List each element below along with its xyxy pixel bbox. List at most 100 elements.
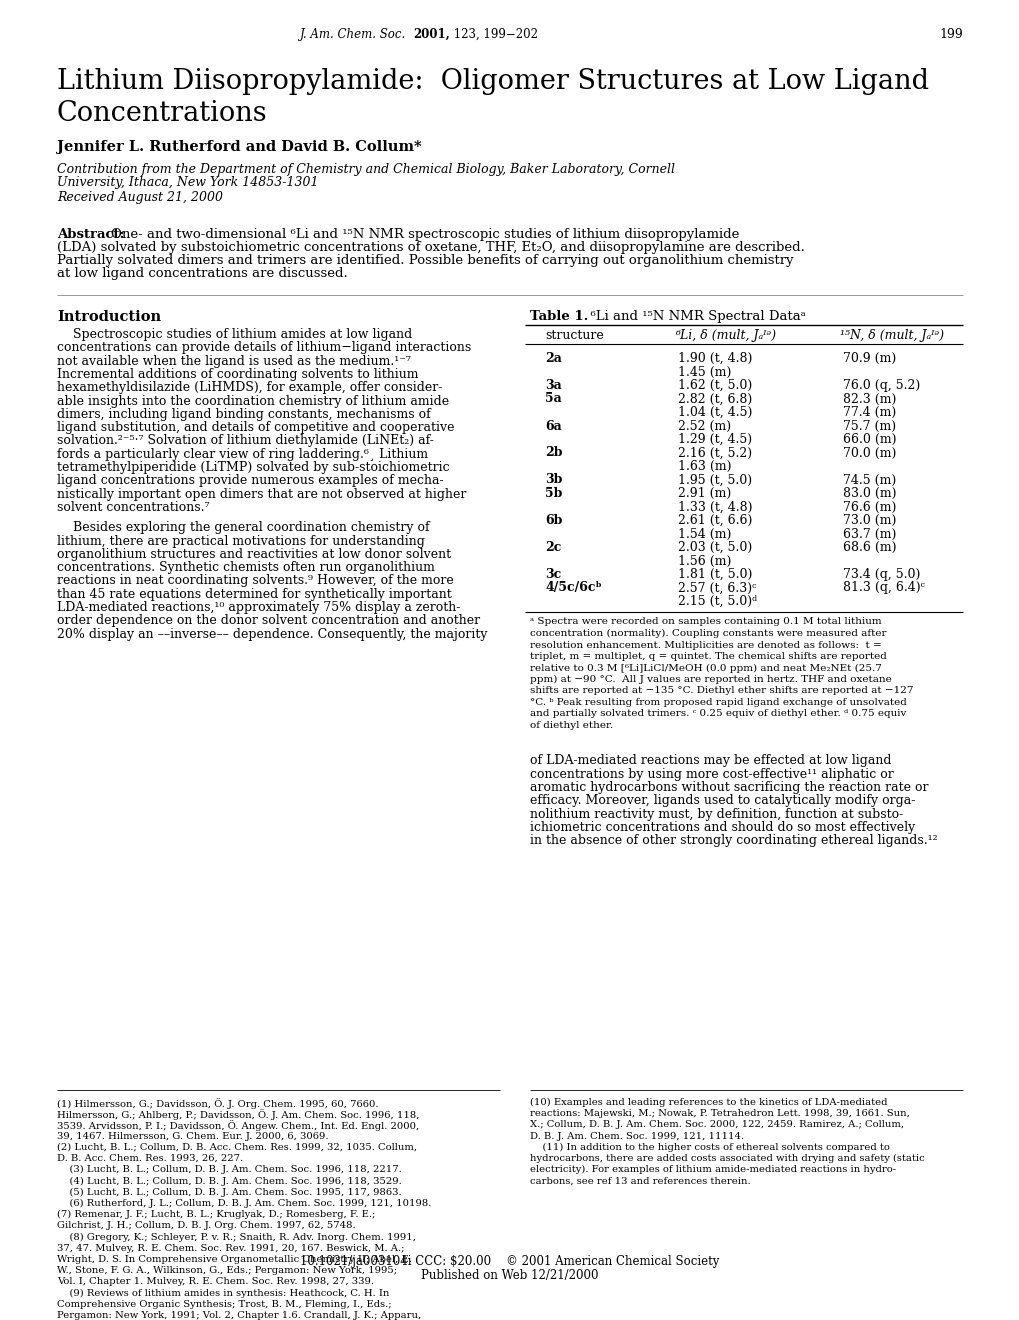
Text: 20% display an ––inverse–– dependence. Consequently, the majority: 20% display an ––inverse–– dependence. C… xyxy=(57,627,487,640)
Text: lithium, there are practical motivations for understanding: lithium, there are practical motivations… xyxy=(57,535,425,548)
Text: 68.6 (m): 68.6 (m) xyxy=(842,541,896,554)
Text: Hilmersson, G.; Ahlberg, P.; Davidsson, Ö. J. Am. Chem. Soc. 1996, 118,: Hilmersson, G.; Ahlberg, P.; Davidsson, … xyxy=(57,1109,419,1121)
Text: concentrations by using more cost-effective¹¹ aliphatic or: concentrations by using more cost-effect… xyxy=(530,768,893,781)
Text: 2a: 2a xyxy=(544,352,561,366)
Text: 63.7 (m): 63.7 (m) xyxy=(842,528,896,540)
Text: 77.4 (m): 77.4 (m) xyxy=(842,407,896,418)
Text: J. Am. Chem. Soc.: J. Am. Chem. Soc. xyxy=(300,28,406,41)
Text: 1.33 (t, 4.8): 1.33 (t, 4.8) xyxy=(678,500,752,513)
Text: 2.57 (t, 6.3)ᶜ: 2.57 (t, 6.3)ᶜ xyxy=(678,582,756,594)
Text: 1.29 (t, 4.5): 1.29 (t, 4.5) xyxy=(678,433,751,446)
Text: 2.61 (t, 6.6): 2.61 (t, 6.6) xyxy=(678,513,752,527)
Text: fords a particularly clear view of ring laddering.⁶¸ Lithium: fords a particularly clear view of ring … xyxy=(57,447,428,461)
Text: 1.63 (m): 1.63 (m) xyxy=(678,459,731,473)
Text: 5b: 5b xyxy=(544,487,561,500)
Text: (2) Lucht, B. L.; Collum, D. B. Acc. Chem. Res. 1999, 32, 1035. Collum,: (2) Lucht, B. L.; Collum, D. B. Acc. Che… xyxy=(57,1143,417,1152)
Text: (6) Rutherford, J. L.; Collum, D. B. J. Am. Chem. Soc. 1999, 121, 10198.: (6) Rutherford, J. L.; Collum, D. B. J. … xyxy=(57,1199,431,1208)
Text: 37, 47. Mulvey, R. E. Chem. Soc. Rev. 1991, 20, 167. Beswick, M. A.;: 37, 47. Mulvey, R. E. Chem. Soc. Rev. 19… xyxy=(57,1243,405,1253)
Text: 75.7 (m): 75.7 (m) xyxy=(842,420,896,433)
Text: (LDA) solvated by substoichiometric concentrations of oxetane, THF, Et₂O, and di: (LDA) solvated by substoichiometric conc… xyxy=(57,242,804,253)
Text: (9) Reviews of lithium amides in synthesis: Heathcock, C. H. In: (9) Reviews of lithium amides in synthes… xyxy=(57,1288,389,1298)
Text: 3539. Arvidsson, P. I.; Davidsson, Ö. Angew. Chem., Int. Ed. Engl. 2000,: 3539. Arvidsson, P. I.; Davidsson, Ö. An… xyxy=(57,1121,419,1131)
Text: 199: 199 xyxy=(938,28,962,41)
Text: 76.0 (q, 5.2): 76.0 (q, 5.2) xyxy=(842,379,919,392)
Text: 2.03 (t, 5.0): 2.03 (t, 5.0) xyxy=(678,541,752,554)
Text: 2.91 (m): 2.91 (m) xyxy=(678,487,731,500)
Text: LDA-mediated reactions,¹⁰ approximately 75% display a zeroth-: LDA-mediated reactions,¹⁰ approximately … xyxy=(57,601,460,614)
Text: 39, 1467. Hilmersson, G. Chem. Eur. J. 2000, 6, 3069.: 39, 1467. Hilmersson, G. Chem. Eur. J. 2… xyxy=(57,1131,328,1140)
Text: Pergamon: New York, 1991; Vol. 2, Chapter 1.6. Crandall, J. K.; Apparu,: Pergamon: New York, 1991; Vol. 2, Chapte… xyxy=(57,1311,421,1320)
Text: D. B. J. Am. Chem. Soc. 1999, 121, 11114.: D. B. J. Am. Chem. Soc. 1999, 121, 11114… xyxy=(530,1131,744,1140)
Text: Concentrations: Concentrations xyxy=(57,100,267,127)
Text: D. B. Acc. Chem. Res. 1993, 26, 227.: D. B. Acc. Chem. Res. 1993, 26, 227. xyxy=(57,1154,243,1163)
Text: order dependence on the donor solvent concentration and another: order dependence on the donor solvent co… xyxy=(57,614,480,627)
Text: 73.4 (q, 5.0): 73.4 (q, 5.0) xyxy=(842,568,919,581)
Text: than 45 rate equations determined for synthetically important: than 45 rate equations determined for sy… xyxy=(57,587,451,601)
Text: Received August 21, 2000: Received August 21, 2000 xyxy=(57,191,223,205)
Text: (5) Lucht, B. L.; Collum, D. B. J. Am. Chem. Soc. 1995, 117, 9863.: (5) Lucht, B. L.; Collum, D. B. J. Am. C… xyxy=(57,1188,401,1197)
Text: ligand concentrations provide numerous examples of mecha-: ligand concentrations provide numerous e… xyxy=(57,474,443,487)
Text: X.; Collum, D. B. J. Am. Chem. Soc. 2000, 122, 2459. Ramirez, A.; Collum,: X.; Collum, D. B. J. Am. Chem. Soc. 2000… xyxy=(530,1121,903,1130)
Text: Gilchrist, J. H.; Collum, D. B. J. Org. Chem. 1997, 62, 5748.: Gilchrist, J. H.; Collum, D. B. J. Org. … xyxy=(57,1221,356,1230)
Text: able insights into the coordination chemistry of lithium amide: able insights into the coordination chem… xyxy=(57,395,448,408)
Text: 2b: 2b xyxy=(544,446,561,459)
Text: of diethyl ether.: of diethyl ether. xyxy=(530,721,612,730)
Text: Besides exploring the general coordination chemistry of: Besides exploring the general coordinati… xyxy=(57,521,429,535)
Text: Wright, D. S. In Comprehensive Organometallic Chemistry II; Abel, E.: Wright, D. S. In Comprehensive Organomet… xyxy=(57,1255,412,1263)
Text: W., Stone, F. G. A., Wilkinson, G., Eds.; Pergamon: New York, 1995;: W., Stone, F. G. A., Wilkinson, G., Eds.… xyxy=(57,1266,396,1275)
Text: Table 1.: Table 1. xyxy=(530,310,588,323)
Text: 2.15 (t, 5.0)ᵈ: 2.15 (t, 5.0)ᵈ xyxy=(678,595,756,609)
Text: 1.81 (t, 5.0): 1.81 (t, 5.0) xyxy=(678,568,752,581)
Text: reactions in neat coordinating solvents.⁹ However, of the more: reactions in neat coordinating solvents.… xyxy=(57,574,453,587)
Text: 1.54 (m): 1.54 (m) xyxy=(678,528,731,540)
Text: ¹⁵N, δ (mult, Jₐᴵᵊ): ¹⁵N, δ (mult, Jₐᴵᵊ) xyxy=(840,329,944,342)
Text: One- and two-dimensional ⁶Li and ¹⁵N NMR spectroscopic studies of lithium diisop: One- and two-dimensional ⁶Li and ¹⁵N NMR… xyxy=(111,228,739,242)
Text: 70.9 (m): 70.9 (m) xyxy=(842,352,896,366)
Text: ichiometric concentrations and should do so most effectively: ichiometric concentrations and should do… xyxy=(530,821,914,834)
Text: 73.0 (m): 73.0 (m) xyxy=(842,513,896,527)
Text: 10.1021/ja003104i CCC: $20.00    © 2001 American Chemical Society: 10.1021/ja003104i CCC: $20.00 © 2001 Ame… xyxy=(300,1255,719,1269)
Text: of LDA-mediated reactions may be effected at low ligand: of LDA-mediated reactions may be effecte… xyxy=(530,755,891,767)
Text: solvent concentrations.⁷: solvent concentrations.⁷ xyxy=(57,500,209,513)
Text: 3a: 3a xyxy=(544,379,561,392)
Text: 1.95 (t, 5.0): 1.95 (t, 5.0) xyxy=(678,474,751,487)
Text: 2c: 2c xyxy=(544,541,560,554)
Text: (3) Lucht, B. L.; Collum, D. B. J. Am. Chem. Soc. 1996, 118, 2217.: (3) Lucht, B. L.; Collum, D. B. J. Am. C… xyxy=(57,1166,401,1175)
Text: (4) Lucht, B. L.; Collum, D. B. J. Am. Chem. Soc. 1996, 118, 3529.: (4) Lucht, B. L.; Collum, D. B. J. Am. C… xyxy=(57,1176,401,1185)
Text: (7) Remenar, J. F.; Lucht, B. L.; Kruglyak, D.; Romesberg, F. E.;: (7) Remenar, J. F.; Lucht, B. L.; Krugly… xyxy=(57,1210,375,1220)
Text: carbons, see ref 13 and references therein.: carbons, see ref 13 and references there… xyxy=(530,1176,750,1185)
Text: ⁶Li, δ (mult, Jₐᴵᵊ): ⁶Li, δ (mult, Jₐᴵᵊ) xyxy=(675,329,775,342)
Text: ligand substitution, and details of competitive and cooperative: ligand substitution, and details of comp… xyxy=(57,421,454,434)
Text: 123, 199−202: 123, 199−202 xyxy=(449,28,537,41)
Text: Introduction: Introduction xyxy=(57,310,161,323)
Text: (11) In addition to the higher costs of ethereal solvents compared to: (11) In addition to the higher costs of … xyxy=(530,1143,889,1152)
Text: solvation.²⁻⁵·⁷ Solvation of lithium diethylamide (LiNEt₂) af-: solvation.²⁻⁵·⁷ Solvation of lithium die… xyxy=(57,434,433,447)
Text: 66.0 (m): 66.0 (m) xyxy=(842,433,896,446)
Text: 2.16 (t, 5.2): 2.16 (t, 5.2) xyxy=(678,446,751,459)
Text: 5a: 5a xyxy=(544,392,561,405)
Text: relative to 0.3 M [⁶Li]LiCl/MeOH (0.0 ppm) and neat Me₂NEt (25.7: relative to 0.3 M [⁶Li]LiCl/MeOH (0.0 pp… xyxy=(530,664,881,673)
Text: hydrocarbons, there are added costs associated with drying and safety (static: hydrocarbons, there are added costs asso… xyxy=(530,1154,924,1163)
Text: University, Ithaca, New York 14853-1301: University, Ithaca, New York 14853-1301 xyxy=(57,176,318,189)
Text: Partially solvated dimers and trimers are identified. Possible benefits of carry: Partially solvated dimers and trimers ar… xyxy=(57,253,793,267)
Text: ᵃ Spectra were recorded on samples containing 0.1 M total lithium: ᵃ Spectra were recorded on samples conta… xyxy=(530,618,880,627)
Text: structure: structure xyxy=(544,329,603,342)
Text: 6a: 6a xyxy=(544,420,561,433)
Text: electricity). For examples of lithium amide-mediated reactions in hydro-: electricity). For examples of lithium am… xyxy=(530,1166,896,1175)
Text: organolithium structures and reactivities at low donor solvent: organolithium structures and reactivitie… xyxy=(57,548,450,561)
Text: 6b: 6b xyxy=(544,513,561,527)
Text: Spectroscopic studies of lithium amides at low ligand: Spectroscopic studies of lithium amides … xyxy=(57,327,412,341)
Text: °C. ᵇ Peak resulting from proposed rapid ligand exchange of unsolvated: °C. ᵇ Peak resulting from proposed rapid… xyxy=(530,698,906,708)
Text: Lithium Diisopropylamide:  Oligomer Structures at Low Ligand: Lithium Diisopropylamide: Oligomer Struc… xyxy=(57,69,928,95)
Text: aromatic hydrocarbons without sacrificing the reaction rate or: aromatic hydrocarbons without sacrificin… xyxy=(530,781,927,795)
Text: Contribution from the Department of Chemistry and Chemical Biology, Baker Labora: Contribution from the Department of Chem… xyxy=(57,162,675,176)
Text: hexamethyldisilazide (LiHMDS), for example, offer consider-: hexamethyldisilazide (LiHMDS), for examp… xyxy=(57,381,442,395)
Text: concentrations. Synthetic chemists often run organolithium: concentrations. Synthetic chemists often… xyxy=(57,561,434,574)
Text: Jennifer L. Rutherford and David B. Collum*: Jennifer L. Rutherford and David B. Coll… xyxy=(57,140,421,154)
Text: 4/5c/6cᵇ: 4/5c/6cᵇ xyxy=(544,582,601,594)
Text: (1) Hilmersson, G.; Davidsson, Ö. J. Org. Chem. 1995, 60, 7660.: (1) Hilmersson, G.; Davidsson, Ö. J. Org… xyxy=(57,1098,378,1109)
Text: 3c: 3c xyxy=(544,568,560,581)
Text: efficacy. Moreover, ligands used to catalytically modify orga-: efficacy. Moreover, ligands used to cata… xyxy=(530,795,914,808)
Text: 3b: 3b xyxy=(544,474,561,487)
Text: 2001,: 2001, xyxy=(413,28,449,41)
